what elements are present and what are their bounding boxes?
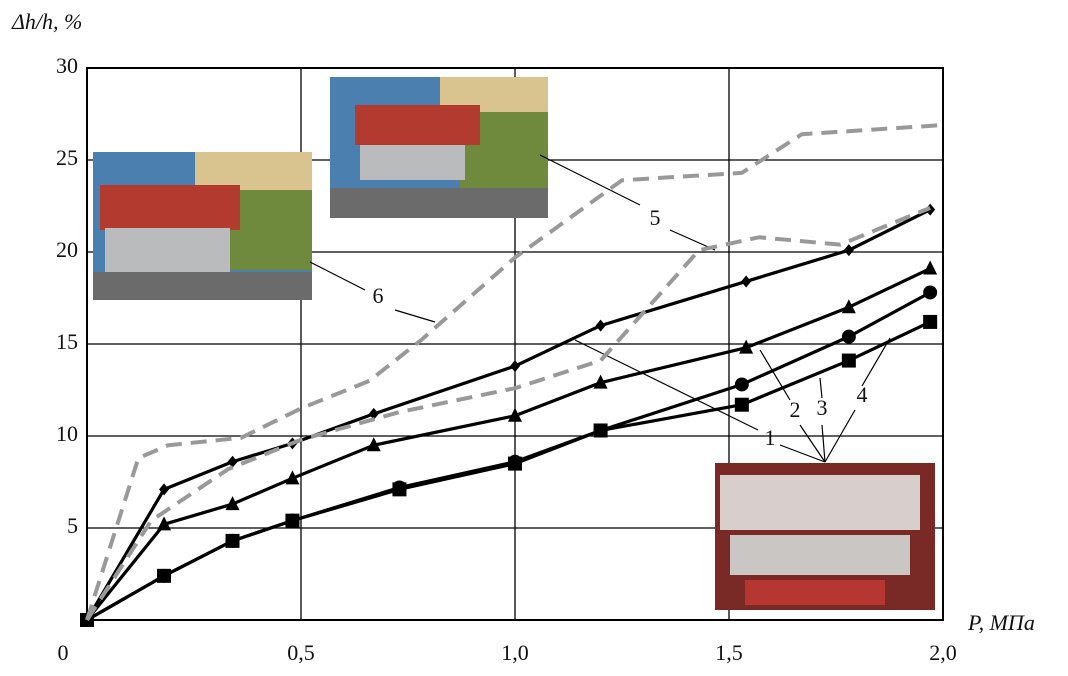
- marker: [510, 360, 520, 373]
- marker: [392, 482, 407, 497]
- marker: [734, 397, 749, 412]
- marker: [741, 275, 752, 288]
- marker: [841, 329, 856, 344]
- marker: [285, 513, 300, 528]
- series-label: 2: [790, 397, 801, 422]
- series-label: 4: [857, 382, 868, 407]
- photo-2: [330, 77, 548, 218]
- series-label: 5: [650, 205, 661, 230]
- marker: [368, 407, 379, 420]
- marker: [593, 423, 608, 438]
- y-tick-label: 20: [56, 237, 78, 262]
- marker: [285, 470, 300, 485]
- x-tick-label: 0,5: [287, 640, 315, 665]
- series-label: 1: [765, 425, 776, 450]
- marker: [734, 377, 749, 392]
- marker: [841, 299, 856, 314]
- marker: [923, 285, 938, 300]
- x-tick-label: 2,0: [929, 640, 957, 665]
- marker: [508, 456, 522, 471]
- marker: [595, 319, 606, 332]
- y-tick-label: 25: [56, 145, 78, 170]
- marker: [225, 533, 240, 548]
- photo-3: [715, 463, 935, 610]
- series-label: 6: [373, 283, 384, 308]
- y-tick-label: 30: [56, 53, 78, 78]
- marker: [159, 483, 170, 496]
- y-axis-label: Δh/h, %: [11, 9, 82, 34]
- marker: [157, 516, 172, 531]
- series-line: [85, 267, 931, 622]
- marker: [923, 314, 938, 329]
- marker: [508, 407, 522, 422]
- x-tick-label: 1,0: [501, 640, 529, 665]
- series-line: [85, 205, 931, 622]
- marker: [593, 374, 608, 389]
- series-line: [85, 208, 931, 621]
- series-line: [86, 320, 931, 622]
- marker: [366, 437, 381, 452]
- x-axis-label: P, МПа: [967, 610, 1035, 635]
- marker: [923, 260, 938, 275]
- marker: [843, 244, 854, 257]
- y-tick-label: 15: [56, 329, 78, 354]
- marker: [227, 455, 238, 468]
- series-label: 3: [817, 395, 828, 420]
- y-tick-label: 5: [67, 513, 78, 538]
- marker: [841, 353, 856, 368]
- marker: [739, 339, 754, 354]
- plot-frame: [86, 67, 944, 621]
- x-tick-label: 1,5: [715, 640, 743, 665]
- x-tick-label: 0: [58, 640, 69, 665]
- y-tick-label: 10: [56, 421, 78, 446]
- photo-1: [93, 152, 312, 300]
- marker: [225, 496, 240, 511]
- marker: [157, 568, 172, 583]
